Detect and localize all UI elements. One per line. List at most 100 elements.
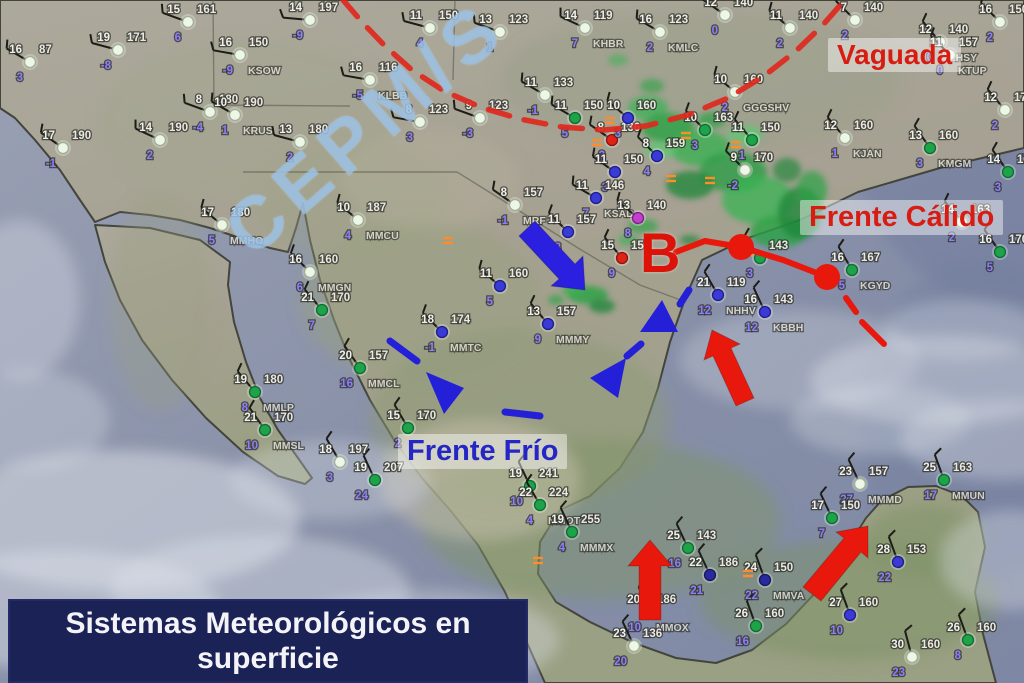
svg-text:MMOX: MMOX <box>656 622 689 634</box>
station-plot: 10 190 1 KRUS <box>210 92 274 138</box>
svg-text:MMCL: MMCL <box>368 378 400 390</box>
svg-text:20: 20 <box>339 350 352 362</box>
svg-text:157: 157 <box>524 187 543 199</box>
svg-text:KGYD: KGYD <box>860 280 891 292</box>
svg-text:2: 2 <box>147 150 153 162</box>
cold-front-dash <box>623 340 645 360</box>
cold-front-dash <box>386 337 421 365</box>
svg-text:3: 3 <box>747 268 753 280</box>
station-plot: 14 170 3 <box>986 141 1024 195</box>
svg-text:11: 11 <box>576 180 589 192</box>
svg-text:5: 5 <box>562 128 569 140</box>
svg-text:4: 4 <box>527 515 534 527</box>
svg-text:-8: -8 <box>101 60 112 72</box>
svg-text:6: 6 <box>175 32 181 44</box>
station-plot: 23 157 27 MMMD <box>838 451 904 507</box>
station-plot: 11 150 5 <box>550 95 604 141</box>
svg-text:2: 2 <box>842 30 848 42</box>
svg-text:6: 6 <box>297 282 303 294</box>
cold-front-dash <box>501 408 544 420</box>
station-plot: 21 170 7 <box>300 280 351 333</box>
station-plot: 26 160 8 <box>946 607 997 663</box>
svg-text:16: 16 <box>219 37 232 49</box>
svg-text:190: 190 <box>244 97 263 109</box>
svg-text:0: 0 <box>712 25 718 37</box>
station-plot: 15 170 2 <box>386 396 437 451</box>
svg-text:7: 7 <box>841 2 847 14</box>
svg-text:10: 10 <box>628 622 641 634</box>
svg-text:167: 167 <box>861 252 880 264</box>
svg-text:159: 159 <box>666 138 685 150</box>
svg-text:3: 3 <box>327 472 333 484</box>
svg-text:1: 1 <box>832 148 839 160</box>
svg-text:16: 16 <box>979 4 992 16</box>
svg-text:140: 140 <box>734 0 753 9</box>
station-plot: 22 186 21 <box>688 542 739 598</box>
svg-text:7: 7 <box>572 38 578 50</box>
station-plot: 14 197 -9 <box>279 1 339 43</box>
svg-text:187: 187 <box>367 202 386 214</box>
station-plot: 10 187 4 MMCU <box>336 193 400 243</box>
station-plot: 12 170 2 <box>983 80 1024 133</box>
svg-text:23: 23 <box>892 667 905 679</box>
svg-text:-4: -4 <box>193 122 204 134</box>
svg-text:11: 11 <box>480 268 493 280</box>
station-plot: 9 170 -2 <box>724 142 774 193</box>
svg-text:KJAN: KJAN <box>853 148 882 160</box>
station-plot: 11 150 1 <box>731 110 781 163</box>
svg-text:14: 14 <box>289 2 302 14</box>
svg-text:-1: -1 <box>425 342 436 354</box>
svg-text:157: 157 <box>577 214 596 226</box>
svg-text:KHBR: KHBR <box>593 38 624 50</box>
svg-text:186: 186 <box>657 594 676 606</box>
svg-text:143: 143 <box>697 530 716 542</box>
svg-text:MMSL: MMSL <box>273 440 304 452</box>
svg-text:157: 157 <box>631 240 650 252</box>
svg-text:161: 161 <box>197 4 217 16</box>
svg-text:153: 153 <box>907 544 926 556</box>
station-plot: 8 157 -1 MRF <box>491 180 548 228</box>
svg-text:16: 16 <box>668 558 681 570</box>
svg-text:160: 160 <box>939 130 958 142</box>
svg-text:140: 140 <box>864 2 883 14</box>
station-plot: 13 140 8 <box>616 191 667 241</box>
svg-text:87: 87 <box>39 44 52 56</box>
svg-text:30: 30 <box>891 639 904 651</box>
station-plot: 27 160 10 <box>828 582 879 638</box>
svg-text:12: 12 <box>698 305 711 317</box>
svg-text:160: 160 <box>637 100 656 112</box>
cold-front-label: Frente Frío <box>398 434 568 469</box>
svg-text:2: 2 <box>992 120 998 132</box>
svg-text:11: 11 <box>548 214 561 226</box>
svg-text:MMUN: MMUN <box>952 490 985 502</box>
svg-text:MMOT: MMOT <box>548 515 581 527</box>
svg-text:18: 18 <box>421 314 434 326</box>
station-plot: 11 140 2 <box>768 1 819 51</box>
svg-text:160: 160 <box>765 608 784 620</box>
svg-text:-9: -9 <box>293 30 303 42</box>
svg-text:8: 8 <box>196 94 203 106</box>
cold-front-dash <box>676 286 693 308</box>
svg-text:190: 190 <box>72 130 91 142</box>
svg-text:190: 190 <box>169 122 188 134</box>
svg-text:1: 1 <box>222 125 229 137</box>
station-plot: 12 140 0 <box>702 0 754 38</box>
svg-text:119: 119 <box>594 10 613 22</box>
station-plot: 9 123-3 <box>452 99 509 141</box>
svg-text:133: 133 <box>554 77 573 89</box>
svg-text:160: 160 <box>859 597 878 609</box>
station-plot: 16 167 5 KGYD <box>830 238 892 293</box>
flow-arrows <box>518 220 869 621</box>
svg-text:140: 140 <box>949 24 968 36</box>
svg-text:157: 157 <box>557 306 576 318</box>
svg-text:5: 5 <box>987 262 994 274</box>
svg-text:2: 2 <box>987 32 993 44</box>
svg-text:16: 16 <box>639 14 652 26</box>
svg-text:16: 16 <box>744 294 757 306</box>
red-flow-arrow-yucatan <box>802 525 869 602</box>
svg-text:116: 116 <box>379 62 398 74</box>
svg-text:2: 2 <box>599 150 605 162</box>
station-plot: 14 163 2 <box>940 192 991 245</box>
svg-text:3: 3 <box>917 158 923 170</box>
svg-text:143: 143 <box>774 294 793 306</box>
